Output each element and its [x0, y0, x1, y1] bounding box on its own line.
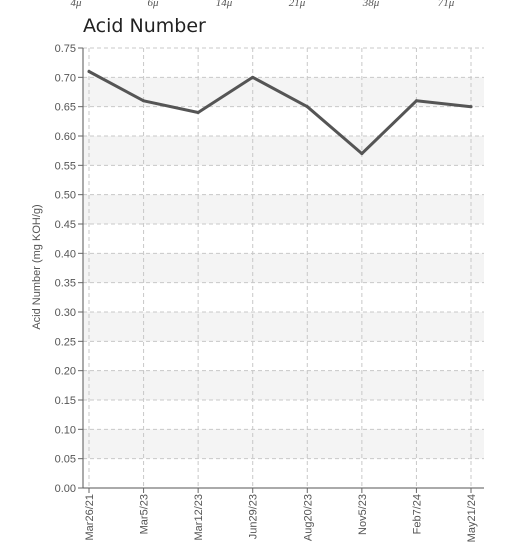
plot-band	[83, 253, 484, 283]
y-tick-label: 0.65	[55, 102, 76, 114]
x-ticks: Mar26/21 Mar5/23 Mar12/23 Jun29/23 Aug20/23 N…	[84, 488, 478, 542]
top-scale-label: 4μ	[70, 0, 82, 9]
y-tick-label: 0.00	[55, 483, 76, 495]
top-scale: 4μ 6μ 14μ 21μ 38μ 71μ	[0, 0, 508, 11]
y-tick-label: 0.50	[55, 190, 76, 202]
y-tick-label: 0.40	[55, 248, 76, 260]
data-point	[305, 105, 309, 109]
y-axis-label: Acid Number (mg KOH/g)	[31, 204, 43, 329]
x-tick-label: Jun29/23	[248, 494, 260, 539]
x-tick-label: Mar5/23	[139, 494, 151, 534]
x-tick-label: Feb7/24	[411, 494, 423, 534]
y-tick-label: 0.60	[55, 131, 76, 143]
y-tick-label: 0.30	[55, 307, 76, 319]
plot-band	[83, 370, 484, 400]
plot-band	[83, 136, 484, 166]
plot-band	[83, 194, 484, 224]
top-scale-label: 71μ	[437, 0, 455, 9]
plot-band	[83, 312, 484, 342]
x-tick-label: Aug20/23	[302, 494, 314, 541]
x-tick-label: May21/24	[466, 494, 478, 542]
x-tick-label: Nov5/23	[357, 494, 369, 535]
y-tick-label: 0.35	[55, 278, 76, 290]
y-tick-label: 0.55	[55, 160, 76, 172]
data-point	[142, 99, 146, 103]
data-point	[360, 152, 364, 156]
data-point	[251, 75, 255, 79]
series-group	[87, 69, 473, 156]
y-tick-label: 0.10	[55, 424, 76, 436]
y-ticks: 0.00 0.05 0.10 0.15 0.20 0.25 0.30 0.35 0.40 0.45…	[55, 43, 83, 495]
top-scale-label: 21μ	[288, 0, 306, 9]
data-point	[414, 99, 418, 103]
y-tick-label: 0.20	[55, 366, 76, 378]
x-tick-label: Mar26/21	[84, 494, 96, 540]
y-tick-label: 0.15	[55, 395, 76, 407]
x-tick-label: Mar12/23	[193, 494, 205, 540]
chart-title: Acid Number	[83, 15, 206, 37]
top-scale-label: 38μ	[362, 0, 380, 9]
y-tick-label: 0.45	[55, 219, 76, 231]
top-scale-label: 6μ	[147, 0, 159, 9]
axes	[82, 48, 484, 489]
series-line	[87, 70, 473, 156]
y-tick-label: 0.25	[55, 336, 76, 348]
y-tick-label: 0.70	[55, 72, 76, 84]
y-tick-label: 0.75	[55, 43, 76, 55]
data-point	[469, 105, 473, 109]
grid-lines	[83, 47, 484, 488]
top-scale-label: 14μ	[215, 0, 233, 9]
data-point	[87, 69, 91, 73]
y-tick-label: 0.05	[55, 454, 76, 466]
data-point	[196, 111, 200, 115]
plot-band	[83, 429, 484, 459]
